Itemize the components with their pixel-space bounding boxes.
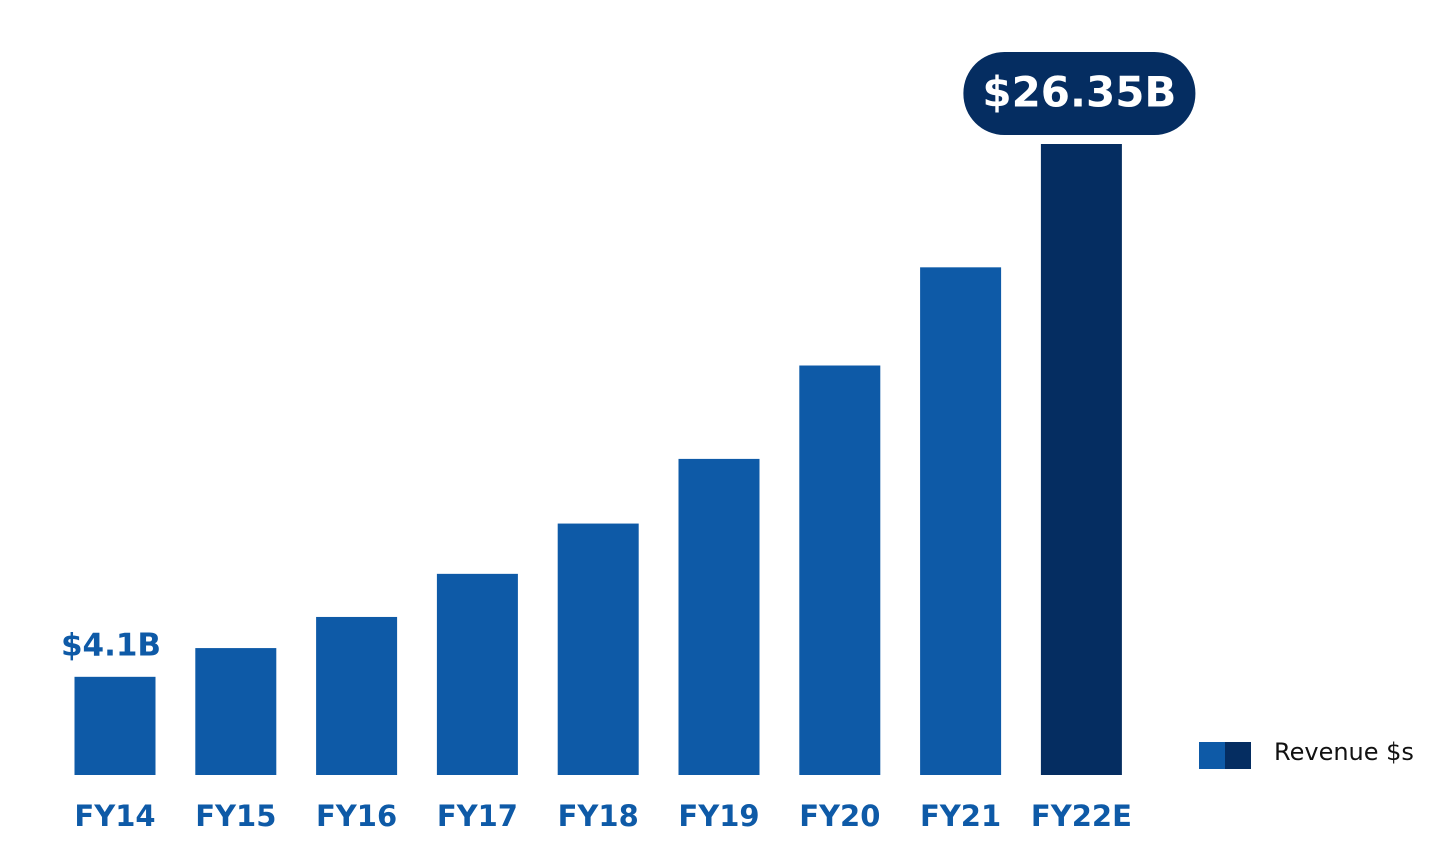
x-tick-label: FY17 bbox=[437, 799, 518, 833]
bar bbox=[557, 523, 639, 775]
x-tick-label: FY18 bbox=[558, 799, 639, 833]
bar bbox=[316, 616, 398, 775]
bar bbox=[74, 676, 156, 775]
bar bbox=[920, 267, 1002, 775]
bar bbox=[1040, 144, 1122, 775]
label-pill bbox=[963, 52, 1196, 135]
x-tick-label: FY21 bbox=[920, 799, 1001, 833]
legend-swatch bbox=[1199, 742, 1225, 769]
data-label: $26.35B bbox=[982, 68, 1176, 117]
x-tick-label: FY19 bbox=[678, 799, 759, 833]
bar bbox=[678, 458, 760, 775]
bar bbox=[799, 365, 881, 775]
bar bbox=[436, 573, 518, 775]
legend-swatch bbox=[1225, 742, 1251, 769]
legend-label: Revenue $s bbox=[1274, 738, 1414, 766]
x-tick-label: FY16 bbox=[316, 799, 397, 833]
x-tick-label: FY15 bbox=[195, 799, 276, 833]
bar bbox=[195, 648, 277, 775]
x-tick-label: FY22E bbox=[1031, 799, 1132, 833]
data-label: $4.1B bbox=[61, 627, 161, 663]
x-tick-label: FY20 bbox=[799, 799, 880, 833]
x-tick-label: FY14 bbox=[74, 799, 155, 833]
